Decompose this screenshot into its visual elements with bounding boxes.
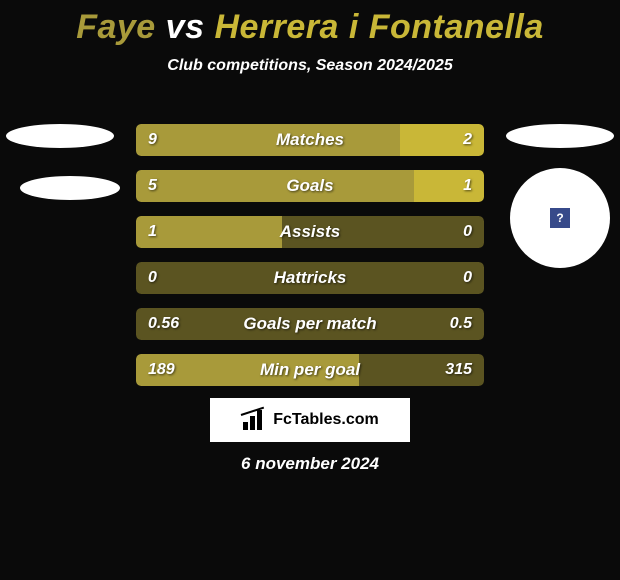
stat-row: 189315Min per goal xyxy=(136,354,484,386)
player1-avatar-shape-2 xyxy=(20,176,120,200)
player2-name: Herrera i Fontanella xyxy=(214,8,543,46)
stat-row: 0.560.5Goals per match xyxy=(136,308,484,340)
stat-row: 00Hattricks xyxy=(136,262,484,294)
player1-name: Faye xyxy=(76,8,156,46)
stat-row: 10Assists xyxy=(136,216,484,248)
comparison-title: Faye vs Herrera i Fontanella xyxy=(0,0,620,47)
player2-avatar-circle xyxy=(510,168,610,268)
branding-badge: FcTables.com xyxy=(210,398,410,442)
player2-avatar-shape xyxy=(506,124,614,148)
stat-label: Hattricks xyxy=(136,262,484,294)
stat-row: 51Goals xyxy=(136,170,484,202)
branding-text: FcTables.com xyxy=(273,411,379,429)
subtitle: Club competitions, Season 2024/2025 xyxy=(0,57,620,75)
stat-label: Goals xyxy=(136,170,484,202)
stat-label: Assists xyxy=(136,216,484,248)
stat-label: Matches xyxy=(136,124,484,156)
unknown-badge-icon xyxy=(550,208,570,228)
vs-text: vs xyxy=(156,8,215,46)
stat-label: Min per goal xyxy=(136,354,484,386)
fctables-logo-icon xyxy=(241,410,267,430)
stat-label: Goals per match xyxy=(136,308,484,340)
date-text: 6 november 2024 xyxy=(0,454,620,474)
stats-bars: 92Matches 51Goals 10Assists 00Hattricks 0.56… xyxy=(136,124,484,400)
stat-row: 92Matches xyxy=(136,124,484,156)
player1-avatar-shape xyxy=(6,124,114,148)
